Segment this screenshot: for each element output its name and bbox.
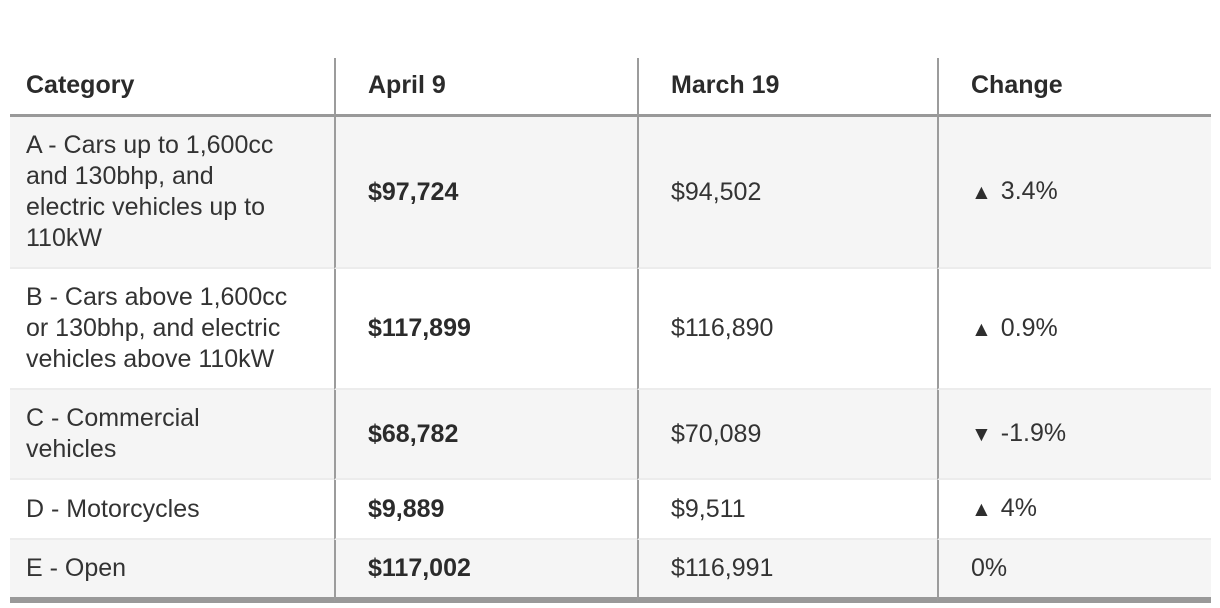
category-label: A - Cars up to 1,600cc and 130bhp, and e…	[26, 131, 274, 252]
april9-price-cell: $117,002	[334, 540, 637, 603]
table-row-category-c: C - Commercial vehicles $68,782 $70,089 …	[10, 390, 1211, 480]
april9-price-cell: $117,899	[334, 269, 637, 390]
april9-price-cell: $9,889	[334, 480, 637, 540]
price-previous: $9,511	[671, 494, 746, 523]
column-header-march19: March 19	[637, 58, 937, 117]
table-row-category-b: B - Cars above 1,600cc or 130bhp, and el…	[10, 269, 1211, 390]
up-triangle-icon: ▲	[971, 317, 992, 341]
up-triangle-icon: ▲	[971, 181, 992, 204]
change-value: 4%	[1000, 494, 1037, 522]
category-cell: D - Motorcycles	[10, 480, 334, 540]
category-cell: A - Cars up to 1,600cc and 130bhp, and e…	[10, 117, 334, 269]
march19-price-cell: $94,502	[637, 117, 937, 269]
march19-price-cell: $116,890	[637, 269, 937, 390]
up-triangle-icon: ▲	[971, 498, 992, 521]
column-header-april9: April 9	[334, 58, 637, 117]
table-row-category-d: D - Motorcycles $9,889 $9,511 ▲ 4%	[10, 480, 1211, 540]
april9-price-cell: $68,782	[334, 390, 637, 480]
column-header-category: Category	[10, 58, 334, 117]
change-cell: ▲ 4%	[937, 480, 1211, 540]
price-previous: $94,502	[671, 177, 762, 206]
change-cell: ▼ -1.9%	[937, 390, 1211, 480]
category-label: D - Motorcycles	[26, 494, 200, 523]
header-row: Category April 9 March 19 Change	[10, 58, 1211, 117]
change-value: -1.9%	[1000, 419, 1067, 447]
category-cell: C - Commercial vehicles	[10, 390, 334, 480]
category-cell: B - Cars above 1,600cc or 130bhp, and el…	[10, 269, 334, 390]
change-value: 0.9%	[1000, 313, 1058, 342]
down-triangle-icon: ▼	[971, 423, 992, 446]
table-row-category-a: A - Cars up to 1,600cc and 130bhp, and e…	[10, 117, 1211, 269]
change-value: 3.4%	[1000, 177, 1058, 205]
category-label: E - Open	[26, 554, 127, 582]
change-cell: ▲ 3.4%	[937, 117, 1211, 269]
march19-price-cell: $70,089	[637, 390, 937, 480]
price-current: $117,002	[368, 554, 471, 582]
price-previous: $116,991	[671, 554, 774, 582]
march19-price-cell: $116,991	[637, 540, 937, 603]
category-label: C - Commercial vehicles	[26, 404, 200, 463]
category-cell: E - Open	[10, 540, 334, 603]
price-current: $117,899	[368, 314, 471, 342]
price-previous: $70,089	[671, 419, 762, 448]
price-current: $68,782	[368, 419, 459, 448]
price-current: $97,724	[368, 177, 459, 206]
march19-price-cell: $9,511	[637, 480, 937, 540]
april9-price-cell: $97,724	[334, 117, 637, 269]
price-comparison-table: Category April 9 March 19 Change A - Car…	[10, 58, 1211, 603]
change-value: 0%	[971, 554, 1008, 582]
column-header-change: Change	[937, 58, 1211, 117]
price-current: $9,889	[368, 494, 445, 523]
price-previous: $116,890	[671, 314, 774, 342]
change-cell: ▲ 0.9%	[937, 269, 1211, 390]
table-row-category-e: E - Open $117,002 $116,991 0%	[10, 540, 1211, 603]
category-label: B - Cars above 1,600cc or 130bhp, and el…	[26, 283, 288, 373]
change-cell: 0%	[937, 540, 1211, 603]
